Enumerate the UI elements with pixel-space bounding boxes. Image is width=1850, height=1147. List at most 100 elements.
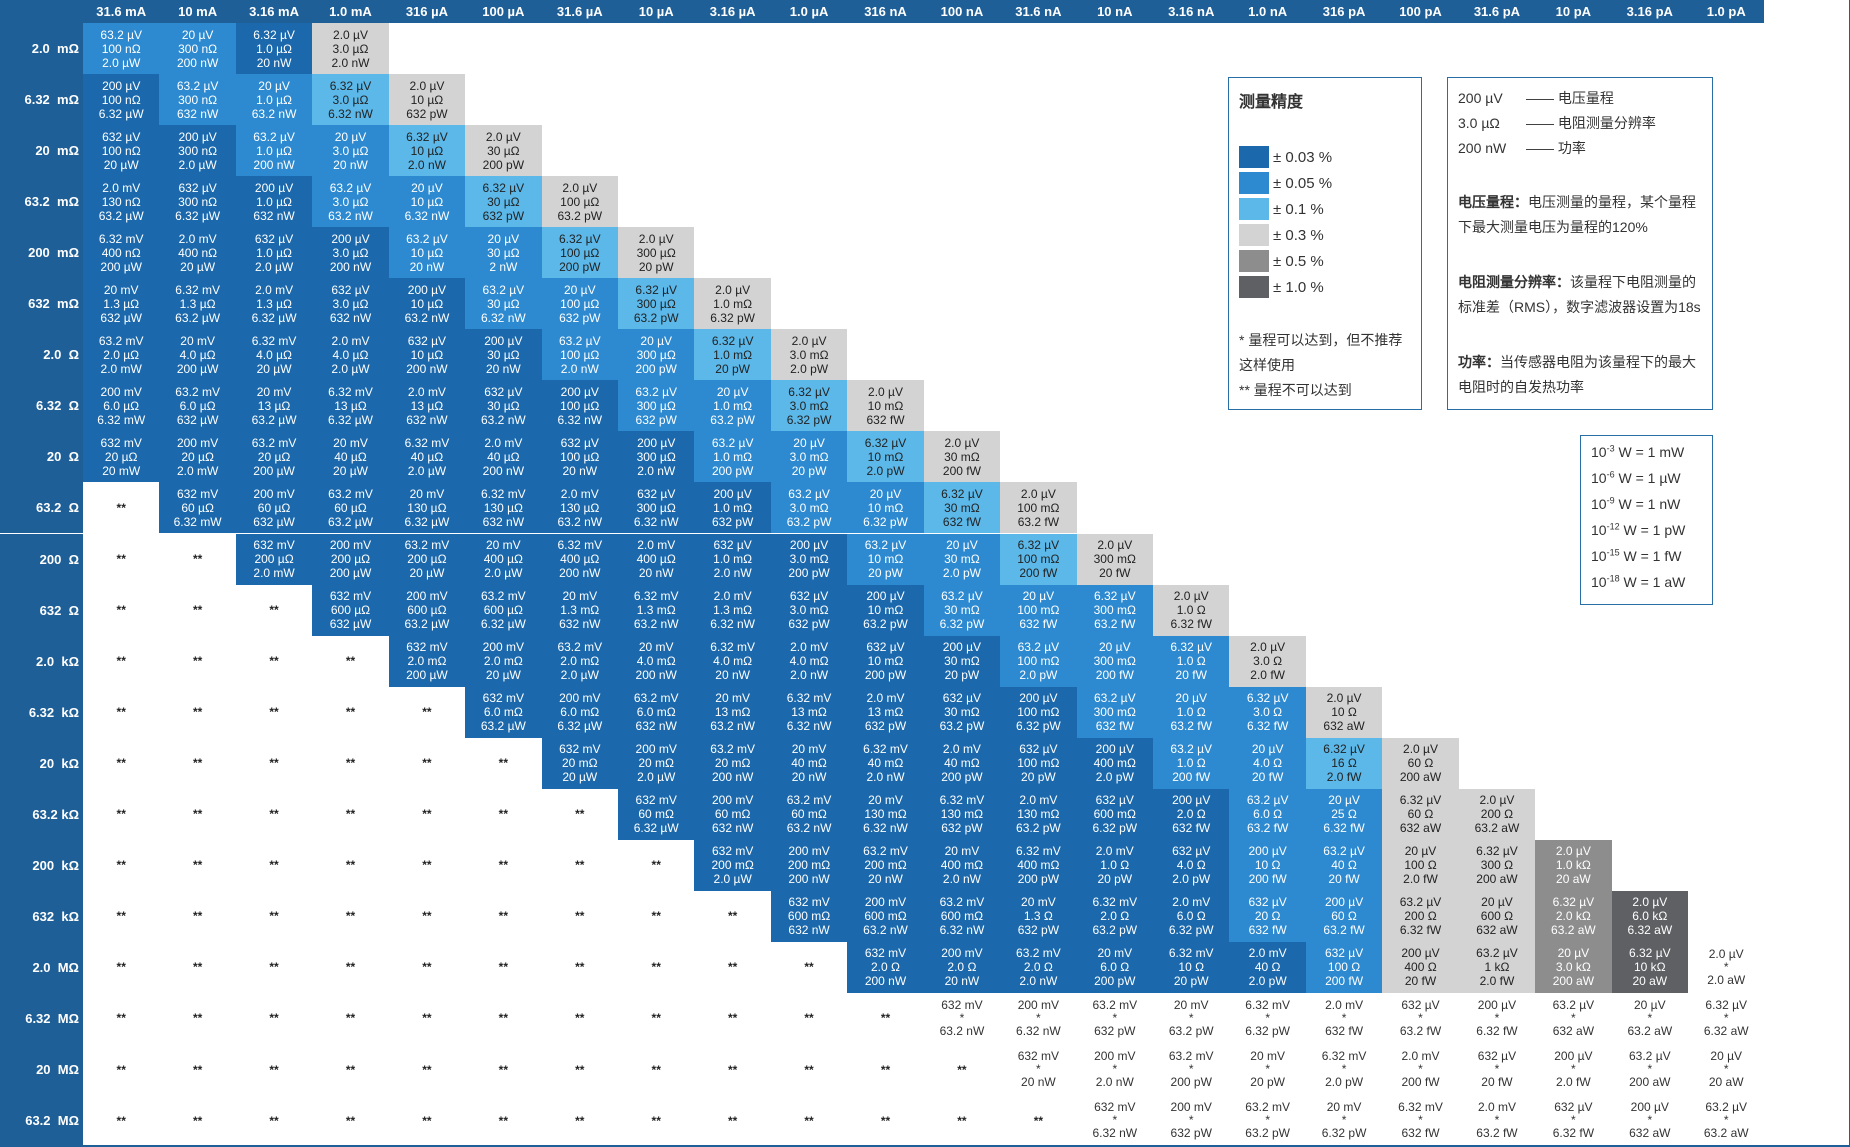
definition-voltage-range: 电压量程：电压测量的量程，某个量程下最大测量电压为量程的120% [1458, 190, 1704, 240]
range-cell: 6.32 µV 10 µΩ 2.0 nW [388, 125, 466, 177]
range-cell: 6.32 mV 4.0 mΩ 20 nW [694, 635, 771, 687]
voltage-range: 632 µV [866, 640, 905, 655]
definition-line: 3.0 µΩ —— 电阻测量分辨率 [1458, 113, 1656, 133]
range-cell: 2.0 mV 13 mΩ 632 pW [847, 686, 924, 738]
star-marker: * [1265, 1113, 1270, 1128]
power: 2.0 fW [1479, 974, 1515, 989]
resistance-resolution: 300 Ω [1480, 858, 1514, 873]
voltage-range: 20 mV [715, 691, 750, 706]
voltage-range: 63.2 µV [100, 27, 143, 42]
voltage-range: 2.0 µV [485, 129, 521, 144]
power: 6.32 µW [480, 617, 526, 632]
voltage-range: 63.2 µV [406, 231, 448, 246]
range-cell: 2.0 µV 300 µΩ 20 pW [618, 227, 695, 279]
cell-not-recommended: 2.0 mV * 200 fW [1382, 1044, 1458, 1095]
resistance-resolution: 400 mΩ [940, 858, 984, 873]
unit-line: 10-9 W = 1 nW [1591, 495, 1681, 512]
resistance-resolution: 10 Ω [1331, 705, 1357, 720]
resistance-resolution: 3.0 µΩ [332, 92, 369, 107]
resistance-resolution: 1.0 Ω [1176, 654, 1206, 669]
resistance-resolution: 6.0 mΩ [560, 705, 600, 720]
range-cell: 20 µV 300 nΩ 200 nW [159, 23, 236, 75]
resistance-resolution: 1.3 µΩ [103, 296, 140, 311]
resistance-resolution: 130 mΩ [1017, 807, 1060, 822]
resistance-resolution: 1.0 mΩ [713, 552, 753, 567]
cell-unreachable: ** [116, 756, 126, 771]
cell-unreachable: ** [192, 1113, 203, 1128]
power: 632 fW [1325, 1023, 1364, 1038]
resistance-resolution: 60 mΩ [638, 807, 675, 822]
power: 2.0 µW [713, 872, 752, 887]
range-cell: 63.2 µV 1.0 µΩ 200 nW [235, 125, 313, 177]
power: 2.0 µW [637, 770, 676, 785]
range-cell: 20 µV 30 µΩ 2 nW [465, 227, 542, 279]
resistance-resolution: 400 µΩ [560, 552, 600, 567]
range-cell: 20 mV 4.0 mΩ 200 nW [618, 635, 695, 687]
range-cell: 632 mV 6.0 mΩ 63.2 µW [465, 686, 542, 738]
power: 2.0 pW [866, 463, 905, 478]
range-cell: 200 µV 100 nΩ 6.32 µW [83, 74, 160, 126]
unit-line: 10-6 W = 1 µW [1591, 469, 1681, 486]
range-cell: 6.32 mV 130 µΩ 632 nW [465, 482, 542, 534]
power: 200 pW [711, 463, 754, 478]
voltage-range: 63.2 mV [175, 384, 220, 399]
voltage-range: 200 µV [331, 231, 370, 246]
column-header: 3.16 µA [694, 0, 771, 23]
voltage-range: 63.2 mV [710, 742, 755, 757]
column-header: 31.6 pA [1458, 0, 1536, 23]
power: 6.32 pW [1092, 821, 1138, 836]
power: 20 µW [180, 259, 216, 274]
voltage-range: 20 mV [1097, 946, 1133, 961]
range-cell: 2.0 mV 6.0 Ω 6.32 pW [1153, 890, 1230, 942]
resistance-resolution: 2.0 Ω [871, 960, 900, 975]
range-cell: 63.2 µV 3.0 mΩ 63.2 pW [770, 482, 848, 534]
resistance-resolution: 60 µΩ [181, 500, 214, 515]
column-header: 1.0 nA [1229, 0, 1306, 23]
cell-unreachable: ** [651, 858, 661, 873]
column-header: 100 nA [923, 0, 1001, 23]
range-cell: 6.32 mV 130 mΩ 632 pW [923, 788, 1001, 840]
range-cell: 6.32 µV 300 mΩ 63.2 fW [1076, 584, 1153, 636]
voltage-range: 632 µV [789, 589, 829, 604]
power: 632 aW [1399, 821, 1442, 836]
range-cell: 20 mV 1.3 Ω 632 pW [1000, 890, 1077, 942]
resistance-resolution: 3.0 µΩ [332, 194, 369, 209]
power: 2 nW [489, 259, 518, 274]
power: 632 fW [1401, 1126, 1440, 1141]
star-marker: * [1112, 1062, 1118, 1077]
voltage-range: 63.2 µV [1476, 946, 1518, 961]
range-cell: 20 µV 100 Ω 2.0 fW [1382, 839, 1459, 891]
range-cell: 2.0 mV 4.0 µΩ 2.0 µW [312, 329, 389, 381]
power: 632 nW [482, 514, 525, 529]
cell-unreachable: ** [422, 1011, 432, 1026]
power: 63.2 nW [328, 208, 373, 223]
power: 20 fW [1251, 770, 1284, 785]
unit-line: 10-15 W = 1 fW [1591, 547, 1682, 564]
power: 2.0 pW [790, 361, 829, 376]
range-cell: 2.0 mV 4.0 mΩ 2.0 nW [770, 635, 848, 687]
range-cell: 63.2 µV 1.0 mΩ 200 pW [694, 431, 771, 483]
cell-unreachable: ** [345, 1113, 356, 1128]
range-cell: 200 mV 600 µΩ 63.2 µW [388, 584, 466, 636]
resistance-resolution: 6.0 µΩ [103, 398, 140, 413]
voltage-range: 20 mV [562, 589, 598, 604]
voltage-range: 632 µV [942, 691, 982, 706]
star-marker: * [1647, 1010, 1653, 1025]
resistance-resolution: 60 Ω [1407, 756, 1434, 771]
range-cell: 2.0 mV 13 µΩ 632 nW [388, 380, 466, 432]
power: 2.0 µW [254, 259, 294, 274]
range-cell: 200 µV 30 mΩ 20 pW [923, 635, 1001, 687]
range-cell: 2.0 µV 10 mΩ 632 fW [847, 380, 924, 432]
range-cell: 20 mV 40 mΩ 20 nW [770, 737, 848, 789]
power: 6.32 nW [863, 821, 908, 836]
resistance-resolution: 600 Ω [1480, 909, 1514, 924]
power: 63.2 nW [633, 617, 679, 632]
voltage-range: 6.32 mV [710, 640, 755, 655]
resistance-resolution: 30 mΩ [944, 552, 980, 567]
resistance-resolution: 400 µΩ [636, 552, 676, 567]
cell-not-recommended: 63.2 mV * 63.2 pW [1229, 1095, 1305, 1146]
power: 2.0 µW [407, 463, 447, 478]
resistance-resolution: 40 Ω [1331, 858, 1357, 873]
power: 2.0 nW [1095, 1075, 1134, 1090]
row-header: 632 mΩ [0, 278, 83, 330]
